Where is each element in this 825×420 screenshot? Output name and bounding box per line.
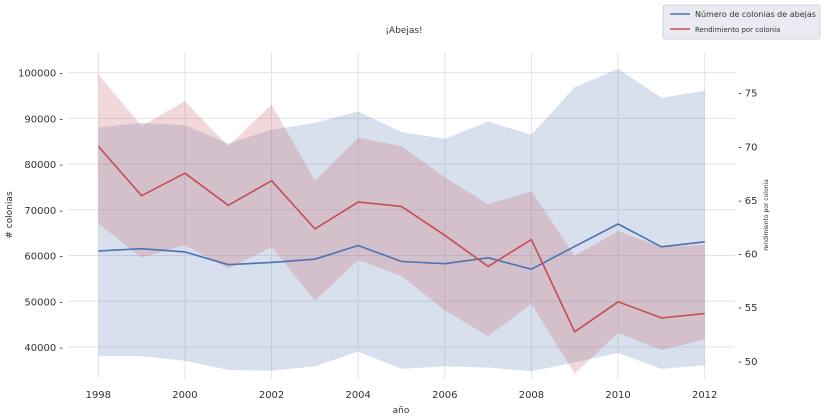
line-series-0 [98,223,705,271]
x-tick-label: 2006 [432,390,457,401]
line-series-1 [97,145,705,333]
x-tick-label: 1998 [86,390,111,401]
x-tick-label: 2002 [259,390,284,401]
y-tick-label-right: - 75 [738,89,758,100]
legend: Número de colonias de abejas Rendimiento… [662,4,821,40]
y-axis-label-left: # colonias [5,191,15,239]
band-series-0 [98,68,705,372]
tick-labels: 1998 2000 2002 2004 2006 2008 2010 2012 40000 - 5… [18,69,757,401]
x-axis-label: año [393,406,410,416]
x-tick-label: 2004 [345,390,370,401]
x-tick-label: 2010 [605,390,630,401]
y-tick-label-left: 60000 - [24,252,63,263]
chart-title: ¡Abejas! [385,26,422,36]
y-tick-label-right: - 70 [738,142,758,153]
legend-box [662,4,821,40]
y-tick-label-right: - 65 [738,196,758,207]
confidence-bands [98,68,705,374]
y-tick-label-left: 80000 - [24,160,63,171]
y-tick-label-left: 70000 - [24,206,63,217]
y-tick-label-right: - 60 [738,250,758,261]
y-tick-label-left: 50000 - [24,297,63,308]
plot-background [68,52,735,379]
legend-label-yield: Rendimiento por colonia [695,26,780,34]
legend-label-colonies: Número de colonias de abejas [695,10,816,19]
band-series-1 [98,74,705,374]
gridlines [68,52,735,379]
y-tick-label-left: 100000 - [18,69,63,80]
y-tick-label-left: 40000 - [24,343,63,354]
y-tick-label-left: 90000 - [24,114,63,125]
x-tick-label: 2008 [519,390,544,401]
series-lines [97,145,705,333]
x-tick-label: 2012 [692,390,717,401]
y-tick-label-right: - 50 [738,357,758,368]
y-axis-label-right: rendimiento por colonia [763,179,770,251]
x-tick-label: 2000 [172,390,197,401]
y-tick-label-right: - 55 [738,303,758,314]
